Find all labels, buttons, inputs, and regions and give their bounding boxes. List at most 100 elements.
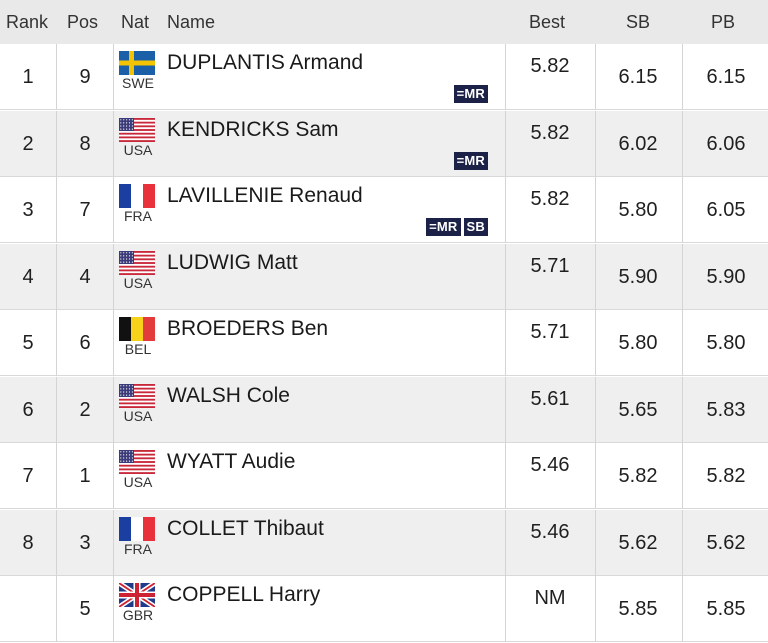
usa-flag-icon <box>119 383 155 408</box>
table-row: 5 GBR COPPELL Harry NM 5.85 5.85 <box>0 576 768 642</box>
nation-code: USA <box>123 274 153 291</box>
personal-best-cell: 5.62 <box>706 531 746 554</box>
personal-best-cell: 6.15 <box>706 66 746 88</box>
column-divider <box>682 243 683 310</box>
position-cell: 3 <box>79 531 91 554</box>
athlete-name-link[interactable]: DUPLANTIS Armand <box>167 51 364 74</box>
personal-best-cell: 5.85 <box>706 598 746 620</box>
table-row: 8 3 FRA COLLET Thibaut 5.46 5.62 5.62 <box>0 509 768 576</box>
column-divider <box>56 576 57 642</box>
season-best-cell: 5.90 <box>618 265 658 288</box>
column-divider <box>56 376 57 443</box>
athlete-name-link[interactable]: LUDWIG Matt <box>167 250 298 274</box>
best-mark-cell: 5.82 <box>530 188 570 210</box>
personal-best-cell: 5.82 <box>706 465 746 487</box>
rank-cell: 6 <box>22 398 34 421</box>
season-best-cell: 5.65 <box>618 398 658 421</box>
rank-cell <box>8 576 48 642</box>
position-cell: 2 <box>79 398 91 421</box>
column-divider <box>56 44 57 110</box>
table-row: 3 7 FRA LAVILLENIE Renaud =MR SB 5.82 5.80 6.05 <box>0 177 768 243</box>
bel-flag-icon <box>119 317 155 341</box>
nation-code: BEL <box>124 341 152 357</box>
header-sb: SB <box>626 12 651 32</box>
column-divider <box>682 177 683 243</box>
best-mark-cell: 5.61 <box>530 387 570 410</box>
column-divider <box>113 310 114 376</box>
best-mark-cell: NM <box>534 587 566 609</box>
column-divider <box>113 243 114 310</box>
column-divider <box>505 509 506 576</box>
record-badges: =MR <box>453 151 488 170</box>
column-divider <box>595 44 596 110</box>
position-cell: 9 <box>79 66 91 88</box>
column-divider <box>595 110 596 177</box>
column-divider <box>113 443 114 509</box>
athlete-name-link[interactable]: COLLET Thibaut <box>167 516 324 540</box>
column-divider <box>56 509 57 576</box>
nation-code: USA <box>123 141 153 158</box>
rank-cell: 2 <box>22 132 34 155</box>
nation-code: SWE <box>122 75 154 91</box>
column-divider <box>56 110 57 177</box>
header-pb: PB <box>711 12 736 32</box>
season-best-cell: 5.85 <box>618 598 658 620</box>
column-divider <box>682 576 683 642</box>
personal-best-cell: 6.05 <box>706 199 746 221</box>
best-mark-cell: 5.82 <box>530 55 570 77</box>
column-divider <box>595 443 596 509</box>
column-divider <box>113 509 114 576</box>
column-divider <box>682 509 683 576</box>
rank-cell: 1 <box>22 66 34 88</box>
table-row: 6 2 USA WALSH Cole 5.61 5.65 5.83 <box>0 376 768 443</box>
column-divider <box>595 243 596 310</box>
season-best-cell: 6.15 <box>618 66 658 88</box>
gbr-flag-icon <box>119 583 155 607</box>
column-divider <box>682 310 683 376</box>
column-divider <box>56 443 57 509</box>
position-cell: 6 <box>79 332 91 354</box>
position-cell: 4 <box>79 265 91 288</box>
header-pos: Pos <box>67 12 99 32</box>
table-row: 2 8 USA KENDRICKS Sam =MR 5.82 6.02 6.06 <box>0 110 768 177</box>
record-badges: =MR SB <box>426 218 488 236</box>
column-divider <box>113 576 114 642</box>
best-mark-cell: 5.71 <box>530 321 570 343</box>
personal-best-cell: 5.90 <box>706 265 746 288</box>
best-mark-cell: 5.82 <box>530 121 570 144</box>
column-divider <box>682 110 683 177</box>
header-best: Best <box>529 12 566 32</box>
column-divider <box>595 177 596 243</box>
column-divider <box>505 110 506 177</box>
header-rank: Rank <box>6 12 49 32</box>
fra-flag-icon <box>119 184 155 208</box>
record-badge: =MR <box>453 151 488 170</box>
athlete-name-link[interactable]: KENDRICKS Sam <box>167 117 339 141</box>
usa-flag-icon <box>119 250 155 275</box>
header-nat: Nat <box>121 12 150 32</box>
column-divider <box>682 44 683 110</box>
column-divider <box>113 376 114 443</box>
rank-cell: 8 <box>22 531 34 554</box>
season-best-cell: 5.82 <box>618 465 658 487</box>
nation-code: FRA <box>124 540 152 557</box>
column-divider <box>113 44 114 110</box>
column-divider <box>505 44 506 110</box>
athlete-name-link[interactable]: WYATT Audie <box>167 450 296 473</box>
rank-cell: 3 <box>22 199 34 221</box>
season-best-cell: 5.62 <box>618 531 658 554</box>
column-divider <box>595 576 596 642</box>
season-best-cell: 6.02 <box>618 132 658 155</box>
usa-flag-icon <box>119 117 155 142</box>
nation-code: GBR <box>122 607 154 623</box>
table-row: 4 4 USA LUDWIG Matt 5.71 5.90 5.90 <box>0 243 768 310</box>
record-badges: =MR <box>453 85 488 103</box>
table-header: Rank Pos Nat Name Best SB PB <box>0 0 768 44</box>
athlete-name-link[interactable]: LAVILLENIE Renaud <box>167 184 363 207</box>
athlete-name-link[interactable]: COPPELL Harry <box>167 583 321 606</box>
athlete-name-link[interactable]: BROEDERS Ben <box>167 317 329 340</box>
record-badge: =MR <box>453 85 488 103</box>
fra-flag-icon <box>119 516 155 541</box>
record-badge: =MR <box>426 218 461 236</box>
athlete-name-link[interactable]: WALSH Cole <box>167 383 290 407</box>
